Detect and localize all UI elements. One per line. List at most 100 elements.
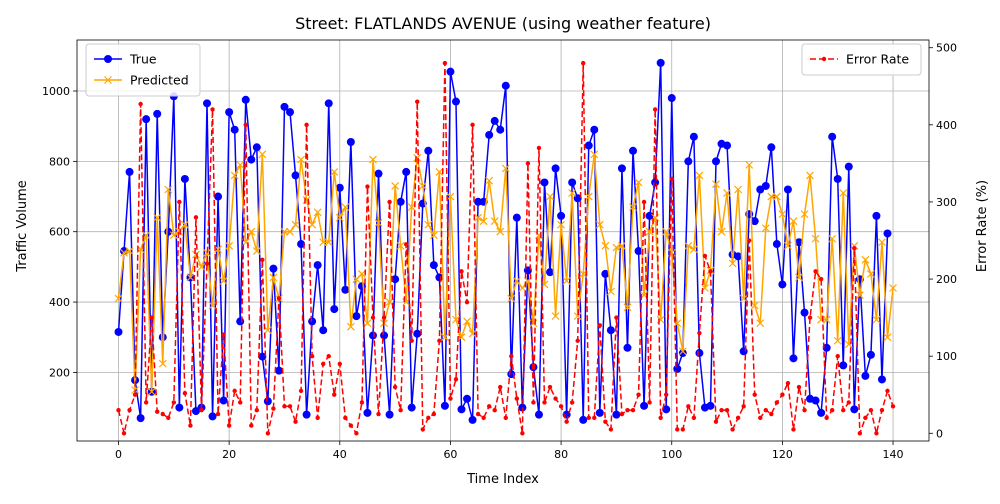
data-point-predicted <box>324 238 333 247</box>
y-left-tick-label: 800 <box>49 155 70 168</box>
data-point-predicted <box>728 259 737 268</box>
data-point-true <box>125 167 134 176</box>
data-point-true <box>158 333 167 342</box>
data-point-error-rate <box>381 315 387 320</box>
data-point-true <box>734 252 743 261</box>
data-point-error-rate <box>675 427 680 432</box>
data-point-error-rate <box>592 415 597 421</box>
data-point-predicted <box>203 248 211 257</box>
x-tick-label: 80 <box>554 448 568 461</box>
data-point-error-rate <box>652 107 658 112</box>
data-point-error-rate <box>359 400 365 405</box>
data-point-error-rate <box>841 407 846 413</box>
y-right-tick-label: 0 <box>936 427 943 440</box>
data-point-true <box>214 192 223 201</box>
data-point-error-rate <box>829 407 835 413</box>
data-point-error-rate <box>138 101 143 107</box>
data-point-predicted <box>839 189 848 197</box>
data-point-error-rate <box>442 60 448 66</box>
data-point-true <box>512 213 521 222</box>
data-point-true <box>673 364 682 373</box>
data-point-predicted <box>828 234 837 243</box>
data-point-predicted <box>584 192 593 201</box>
data-point-predicted <box>369 155 377 164</box>
data-point-true <box>474 197 483 206</box>
y-left-tick-label: 400 <box>49 296 70 309</box>
data-point-predicted <box>446 192 455 201</box>
data-point-true <box>330 305 339 314</box>
data-point-true <box>629 146 638 155</box>
data-point-predicted <box>175 227 184 236</box>
data-point-error-rate <box>282 404 287 409</box>
data-point-predicted <box>850 241 859 250</box>
data-point-error-rate <box>885 388 890 394</box>
data-point-error-rate <box>796 384 802 390</box>
data-point-true <box>280 102 289 111</box>
data-point-error-rate <box>210 107 215 112</box>
chart-axes: 0 20 40 60 80 100 120 140 200 400 600 800 1000 0 100 20… <box>42 39 957 461</box>
data-point-predicted <box>457 333 466 342</box>
data-point-predicted <box>230 171 239 180</box>
data-point-true <box>617 164 626 173</box>
data-point-predicted <box>479 217 488 226</box>
data-point-error-rate <box>536 145 542 151</box>
data-point-error-rate <box>735 415 741 421</box>
data-point-error-rate <box>459 269 464 274</box>
data-point-error-rate <box>503 415 508 421</box>
data-point-error-rate <box>658 415 663 421</box>
data-point-predicted <box>662 227 671 236</box>
x-tick-label: 140 <box>883 448 904 461</box>
data-point-error-rate <box>807 315 813 320</box>
data-point-predicted <box>800 210 809 219</box>
data-point-error-rate <box>271 406 276 411</box>
data-point-predicted <box>440 333 449 342</box>
data-point-error-rate <box>752 392 757 397</box>
data-point-error-rate <box>890 404 896 409</box>
data-point-error-rate <box>664 392 669 397</box>
data-point-error-rate <box>121 431 127 436</box>
data-point-error-rate <box>542 400 547 405</box>
data-point-true <box>706 401 715 410</box>
data-point-error-rate <box>293 419 298 424</box>
data-point-true <box>794 238 803 247</box>
data-point-error-rate <box>354 431 359 436</box>
x-tick-label: 60 <box>443 448 457 461</box>
data-point-error-rate <box>426 415 431 421</box>
data-point-true <box>546 268 555 277</box>
data-point-error-rate <box>514 396 520 401</box>
data-point-true <box>778 280 787 289</box>
data-point-true <box>463 394 472 403</box>
data-point-error-rate <box>177 199 182 205</box>
data-point-error-rate <box>763 407 768 413</box>
data-point-true <box>230 125 239 134</box>
data-point-predicted <box>485 176 494 185</box>
data-point-true <box>551 164 560 173</box>
data-point-true <box>424 146 433 155</box>
data-point-true <box>274 366 283 375</box>
data-point-predicted <box>263 326 272 335</box>
data-point-true <box>606 326 615 335</box>
data-point-error-rate <box>337 361 342 367</box>
data-point-predicted <box>695 171 704 180</box>
data-point-error-rate <box>238 400 243 405</box>
data-point-predicted <box>269 273 278 282</box>
data-point-predicted <box>562 277 571 285</box>
data-point-error-rate <box>520 431 525 436</box>
data-point-error-rate <box>160 411 165 417</box>
data-point-true <box>584 141 593 150</box>
data-point-predicted <box>579 269 588 278</box>
y-left-tick-label: 1000 <box>42 85 70 98</box>
data-point-predicted <box>252 247 261 255</box>
data-point-predicted <box>723 189 731 197</box>
data-point-predicted <box>357 269 366 278</box>
data-point-predicted <box>872 315 881 324</box>
data-point-true <box>568 178 577 187</box>
legend-box <box>85 43 201 97</box>
data-point-predicted <box>286 227 294 236</box>
data-point-true <box>380 331 389 340</box>
data-point-error-rate <box>221 332 226 337</box>
data-point-error-rate <box>166 415 171 421</box>
data-point-true <box>529 363 538 372</box>
data-point-error-rate <box>852 246 857 251</box>
